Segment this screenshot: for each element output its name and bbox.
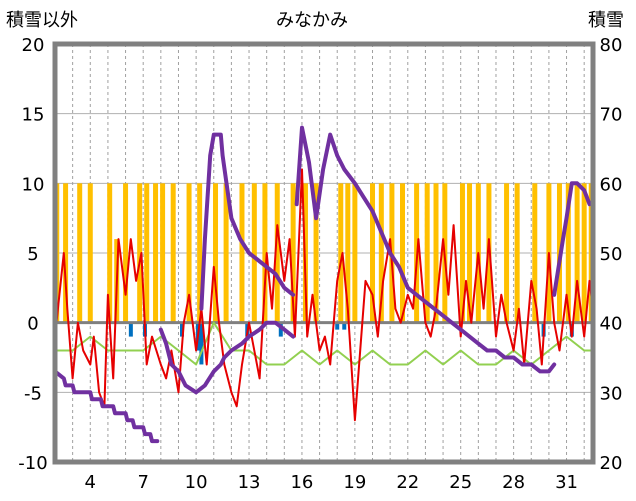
x-tick-label: 22	[396, 472, 419, 493]
precipitation-bar	[433, 183, 439, 323]
precipitation-bar	[345, 183, 351, 323]
precipitation-bar	[338, 183, 344, 323]
left-tick-label: 15	[22, 105, 45, 126]
precipitation-bar	[574, 183, 580, 323]
precipitation-bar	[278, 322, 283, 337]
temperature-series	[54, 168, 594, 422]
precipitation-bar	[77, 183, 83, 323]
precipitation-bar	[532, 183, 538, 323]
x-tick-label: 4	[85, 472, 96, 493]
precipitation-bar	[199, 322, 204, 365]
x-tick-label: 19	[343, 472, 366, 493]
left-tick-label: 5	[27, 244, 38, 265]
precipitation-bar	[160, 183, 166, 323]
precipitation-bar	[144, 183, 150, 323]
precipitation-bar	[352, 183, 358, 323]
precipitation-bar	[565, 183, 571, 323]
precipitation-bar	[467, 183, 473, 323]
precipitation-bar	[313, 183, 319, 323]
snow-depth-segment	[294, 125, 557, 374]
right-axis-label: 積雪	[588, 10, 624, 31]
snow-depth-segment	[53, 369, 160, 444]
precipitation-bar	[274, 183, 280, 323]
precipitation-bar	[239, 183, 245, 323]
precipitation-bar	[262, 183, 268, 323]
right-tick-label: 20	[600, 453, 623, 474]
precipitation-bar	[63, 183, 69, 323]
precipitation-bar	[123, 183, 129, 323]
precipitation-bar	[170, 183, 176, 323]
precipitation-bar	[180, 322, 185, 337]
x-tick-label: 25	[449, 472, 472, 493]
precipitation-bar	[514, 183, 520, 323]
right-tick-label: 30	[600, 383, 623, 404]
precipitation-bar	[213, 183, 219, 323]
right-tick-label: 60	[600, 174, 623, 195]
x-tick-label: 10	[185, 472, 208, 493]
precipitation-bar	[223, 183, 229, 323]
right-tick-label: 50	[600, 244, 623, 265]
x-tick-label: 31	[555, 472, 578, 493]
left-tick-label: 0	[27, 314, 38, 335]
precipitation-bar	[107, 183, 113, 323]
precipitation-bar	[424, 183, 430, 323]
left-tick-label: 20	[22, 35, 45, 56]
left-tick-label: -10	[18, 453, 47, 474]
precipitation-bar	[153, 183, 159, 323]
precipitation-bar	[137, 183, 143, 323]
precipitation-bar	[251, 183, 257, 323]
x-tick-label: 28	[502, 472, 525, 493]
precipitation-bar	[399, 183, 405, 323]
snow-depth-segment	[158, 320, 296, 395]
precipitation-bar	[87, 183, 93, 323]
precipitation-bar	[378, 183, 384, 323]
left-axis-label: 積雪以外	[6, 10, 78, 31]
precipitation-bar	[459, 183, 465, 323]
precipitation-bar	[342, 322, 347, 330]
precipitation-bar	[335, 322, 340, 330]
left-tick-label: 10	[22, 174, 45, 195]
plot-frame	[52, 41, 596, 465]
precipitation-bar	[197, 183, 203, 323]
precipitation-bar	[504, 183, 510, 323]
precipitation-bar	[186, 183, 192, 323]
precipitation-bar	[290, 183, 296, 323]
left-tick-labels: -10 -5 0 5 10 15 20	[18, 35, 47, 474]
chart-title: みなかみ	[276, 10, 348, 31]
precipitation-bar	[581, 183, 587, 323]
temperature-line	[54, 168, 594, 422]
x-tick-labels: 4 7 10 13 16 19 22 25 28 31	[85, 472, 578, 493]
snow-depth-segment	[199, 132, 296, 311]
x-tick-label: 7	[137, 472, 148, 493]
precipitation-bar	[128, 322, 133, 337]
x-tick-label: 16	[290, 472, 313, 493]
snow-depth-series	[53, 125, 592, 444]
precipitation-bar	[370, 183, 376, 323]
gridlines	[54, 44, 593, 462]
right-tick-label: 40	[600, 314, 623, 335]
right-tick-labels: 20 30 40 50 60 70 80	[600, 35, 623, 474]
x-tick-label: 13	[238, 472, 261, 493]
right-tick-label: 70	[600, 105, 623, 126]
left-tick-label: -5	[24, 383, 42, 404]
right-tick-label: 80	[600, 35, 623, 56]
snow-depth-segment	[552, 181, 592, 297]
